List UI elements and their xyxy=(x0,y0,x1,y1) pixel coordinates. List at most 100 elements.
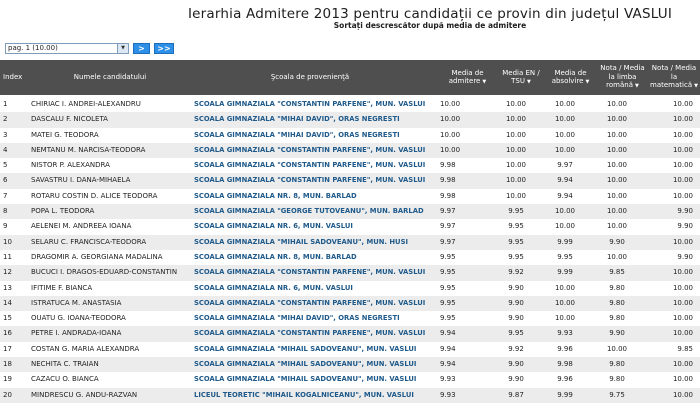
row-index: 3 xyxy=(3,130,8,139)
school-link[interactable]: LICEUL TEORETIC "MIHAIL KOGALNICEANU", M… xyxy=(194,390,414,399)
table-body: 1 CHIRIAC I. ANDREI-ALEXANDRU SCOALA GIMNA… xyxy=(0,97,700,403)
school-link[interactable]: SCOALA GIMNAZIALA "MIHAI DAVID", ORAS NE… xyxy=(194,115,400,124)
table-row: 17 COSTAN G. MARIA ALEXANDRA SCOALA GIMNAZ… xyxy=(0,342,700,357)
table-row: 14 ISTRATUCA M. ANASTASIA SCOALA GIMNAZIAL… xyxy=(0,295,700,312)
media-en: 9.90 xyxy=(508,360,524,369)
sort-desc-icon: ▼ xyxy=(585,79,590,85)
col-absolvire-label: Media de absolvire xyxy=(551,68,587,86)
media-absolvire: 9.96 xyxy=(557,344,573,353)
media-admitere: 9.98 xyxy=(440,191,456,200)
media-admitere: 9.97 xyxy=(440,222,456,231)
pager: pag. 1 (10.00) ▼ > >> xyxy=(5,42,174,54)
nota-romana: 10.00 xyxy=(606,115,628,124)
media-en: 10.00 xyxy=(505,161,527,170)
media-admitere: 9.98 xyxy=(440,176,456,185)
media-admitere: 9.97 xyxy=(440,237,456,246)
table-row: 11 DRAGOMIR A. GEORGIANA MADALINA SCOALA G… xyxy=(0,250,700,265)
school-link[interactable]: SCOALA GIMNAZIALA "CONSTANTIN PARFENE", … xyxy=(194,298,426,307)
nota-matematica: 10.00 xyxy=(672,100,693,108)
nota-romana: 10.00 xyxy=(606,130,628,139)
school-link[interactable]: SCOALA GIMNAZIALA NR. 8, MUN. BARLAD xyxy=(194,191,357,200)
media-admitere: 9.93 xyxy=(440,390,456,399)
col-index-header[interactable]: Index xyxy=(3,73,23,82)
school-link[interactable]: SCOALA GIMNAZIALA "CONSTANTIN PARFENE", … xyxy=(194,268,426,277)
page-select-value: pag. 1 (10.00) xyxy=(8,44,58,52)
col-matematica-label: Nota / Media la matematică xyxy=(650,64,697,90)
nota-romana: 10.00 xyxy=(606,222,628,231)
media-absolvire: 10.00 xyxy=(554,222,576,231)
school-link[interactable]: SCOALA GIMNAZIALA "MIHAI DAVID", ORAS NE… xyxy=(194,130,400,139)
nota-matematica: 9.90 xyxy=(677,222,693,231)
table-row: 10 SELARU C. FRANCISCA-TEODORA SCOALA GIMN… xyxy=(0,234,700,250)
school-link[interactable]: SCOALA GIMNAZIALA "CONSTANTIN PARFENE", … xyxy=(194,161,426,170)
col-admitere-header[interactable]: Media de admitere ▼ xyxy=(440,60,495,95)
nota-matematica: 10.00 xyxy=(672,115,693,124)
table-row: 7 ROTARU COSTIN D. ALICE TEODORA SCOALA GI… xyxy=(0,189,700,204)
candidate-name: AELENEI M. ANDREEA IOANA xyxy=(31,222,132,231)
row-index: 15 xyxy=(3,314,12,323)
nota-matematica: 10.00 xyxy=(672,161,693,170)
col-romana-header[interactable]: Nota / Media la limba română ▼ xyxy=(600,60,645,95)
school-link[interactable]: SCOALA GIMNAZIALA "MIHAIL SADOVEANU", MU… xyxy=(194,360,417,369)
school-link[interactable]: SCOALA GIMNAZIALA "CONSTANTIN PARFENE", … xyxy=(194,329,426,338)
row-index: 17 xyxy=(3,344,12,353)
table-row: 18 NECHITA C. TRAIAN SCOALA GIMNAZIALA "MI… xyxy=(0,357,700,373)
nota-matematica: 10.00 xyxy=(672,191,693,200)
school-link[interactable]: SCOALA GIMNAZIALA "CONSTANTIN PARFENE", … xyxy=(194,176,426,185)
col-name-header[interactable]: Numele candidatului xyxy=(73,73,147,82)
sort-desc-icon: ▼ xyxy=(634,83,639,90)
candidate-name: ROTARU COSTIN D. ALICE TEODORA xyxy=(31,191,158,200)
table-row: 9 AELENEI M. ANDREEA IOANA SCOALA GIMNAZIA… xyxy=(0,219,700,234)
nota-romana: 9.90 xyxy=(609,329,625,338)
school-link[interactable]: SCOALA GIMNAZIALA "CONSTANTIN PARFENE", … xyxy=(194,100,426,108)
table-row: 6 SAVASTRU I. DANA-MIHAELA SCOALA GIMNAZIA… xyxy=(0,173,700,189)
nota-matematica: 10.00 xyxy=(672,268,693,277)
candidate-name: OUATU G. IOANA-TEODORA xyxy=(31,314,126,323)
media-admitere: 9.98 xyxy=(440,161,456,170)
table-row: 2 DASCALU F. NICOLETA SCOALA GIMNAZIALA "M… xyxy=(0,112,700,128)
row-index: 14 xyxy=(3,298,12,307)
nota-matematica: 10.00 xyxy=(672,329,693,338)
candidate-name: CHIRIAC I. ANDREI-ALEXANDRU xyxy=(31,100,141,108)
row-index: 6 xyxy=(3,176,8,185)
row-index: 13 xyxy=(3,283,12,292)
next-page-button[interactable]: > xyxy=(133,42,150,54)
page-select[interactable]: pag. 1 (10.00) ▼ xyxy=(5,42,129,54)
media-absolvire: 10.00 xyxy=(554,207,576,216)
row-index: 4 xyxy=(3,145,8,154)
col-en-header[interactable]: Media EN / TSU ▼ xyxy=(500,60,542,95)
row-index: 1 xyxy=(3,100,8,108)
school-link[interactable]: SCOALA GIMNAZIALA "MIHAI DAVID", ORAS NE… xyxy=(194,314,400,323)
school-link[interactable]: SCOALA GIMNAZIALA NR. 8, MUN. BARLAD xyxy=(194,252,357,261)
nota-romana: 9.80 xyxy=(609,314,625,323)
col-admitere-label: Media de admitere xyxy=(448,68,484,86)
school-link[interactable]: SCOALA GIMNAZIALA "MIHAIL SADOVEANU", MU… xyxy=(194,237,409,246)
school-link[interactable]: SCOALA GIMNAZIALA NR. 6, MUN. VASLUI xyxy=(194,222,353,231)
media-absolvire: 10.00 xyxy=(554,283,576,292)
chevron-down-icon[interactable]: ▼ xyxy=(117,43,128,53)
school-link[interactable]: SCOALA GIMNAZIALA NR. 6, MUN. VASLUI xyxy=(194,283,353,292)
school-link[interactable]: SCOALA GIMNAZIALA "GEORGE TUTOVEANU", MU… xyxy=(194,207,424,216)
media-absolvire: 10.00 xyxy=(554,314,576,323)
last-page-button[interactable]: >> xyxy=(154,42,174,54)
nota-matematica: 10.00 xyxy=(672,360,693,369)
school-link[interactable]: SCOALA GIMNAZIALA "CONSTANTIN PARFENE", … xyxy=(194,145,426,154)
page-subtitle: Sortați descrescător după media de admit… xyxy=(333,21,527,30)
school-link[interactable]: SCOALA GIMNAZIALA "MIHAIL SADOVEANU", MU… xyxy=(194,344,417,353)
col-absolvire-header[interactable]: Media de absolvire ▼ xyxy=(548,60,593,95)
school-link[interactable]: SCOALA GIMNAZIALA "MIHAIL SADOVEANU", MU… xyxy=(194,375,417,384)
nota-romana: 9.75 xyxy=(609,390,625,399)
media-admitere: 9.94 xyxy=(440,360,456,369)
nota-matematica: 9.90 xyxy=(677,207,693,216)
col-matematica-header[interactable]: Nota / Media la matematică ▼ xyxy=(648,60,700,95)
media-en: 9.90 xyxy=(508,375,524,384)
media-en: 9.95 xyxy=(508,222,524,231)
candidate-name: NECHITA C. TRAIAN xyxy=(31,360,99,369)
row-index: 7 xyxy=(3,191,8,200)
media-admitere: 10.00 xyxy=(440,100,461,108)
col-school-header[interactable]: Şcoala de provenienţă xyxy=(270,73,350,82)
table-header: Index Numele candidatului Şcoala de prov… xyxy=(0,60,700,95)
media-absolvire: 10.00 xyxy=(554,115,576,124)
media-admitere: 9.95 xyxy=(440,298,456,307)
media-en: 9.95 xyxy=(508,237,524,246)
